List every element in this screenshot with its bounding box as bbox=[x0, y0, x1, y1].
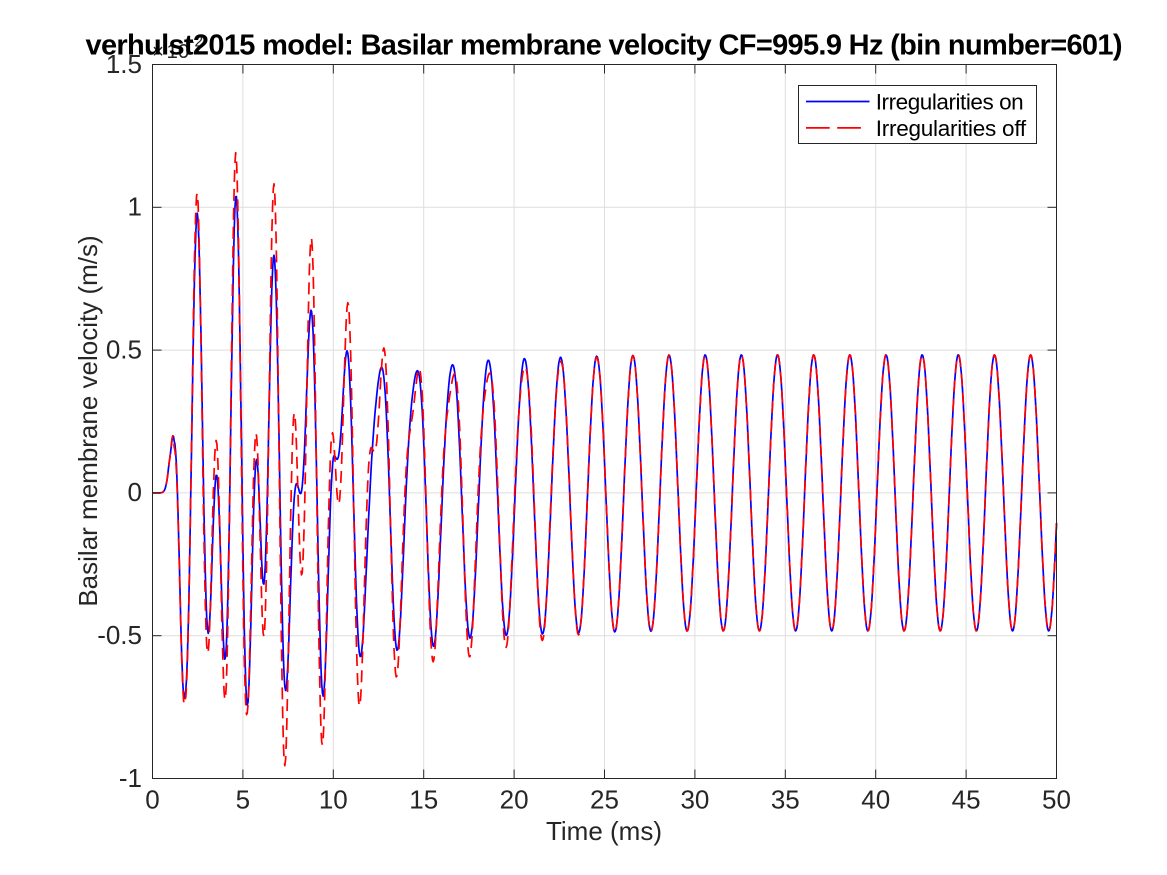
svg-text:Irregularities on: Irregularities on bbox=[876, 90, 1024, 115]
svg-text:1: 1 bbox=[128, 192, 142, 222]
svg-text:Time (ms): Time (ms) bbox=[546, 816, 662, 846]
svg-text:50: 50 bbox=[1042, 785, 1071, 815]
svg-text:35: 35 bbox=[771, 785, 800, 815]
svg-text:40: 40 bbox=[861, 785, 890, 815]
svg-text:-0.5: -0.5 bbox=[97, 620, 142, 650]
svg-text:5: 5 bbox=[236, 785, 250, 815]
svg-text:Basilar membrane velocity (m/s: Basilar membrane velocity (m/s) bbox=[73, 235, 103, 606]
svg-text:-1: -1 bbox=[119, 763, 142, 793]
svg-text:30: 30 bbox=[680, 785, 709, 815]
svg-text:0: 0 bbox=[128, 477, 142, 507]
svg-text:45: 45 bbox=[952, 785, 981, 815]
svg-text:10: 10 bbox=[319, 785, 348, 815]
svg-text:15: 15 bbox=[409, 785, 438, 815]
svg-text:verhulst2015 model: Basilar me: verhulst2015 model: Basilar membrane vel… bbox=[86, 30, 1123, 62]
svg-text:0: 0 bbox=[145, 785, 159, 815]
svg-text:25: 25 bbox=[590, 785, 619, 815]
svg-text:0.5: 0.5 bbox=[106, 334, 142, 364]
svg-text:Irregularities off: Irregularities off bbox=[876, 116, 1027, 141]
svg-text:1.5: 1.5 bbox=[106, 49, 142, 79]
svg-text:20: 20 bbox=[500, 785, 529, 815]
